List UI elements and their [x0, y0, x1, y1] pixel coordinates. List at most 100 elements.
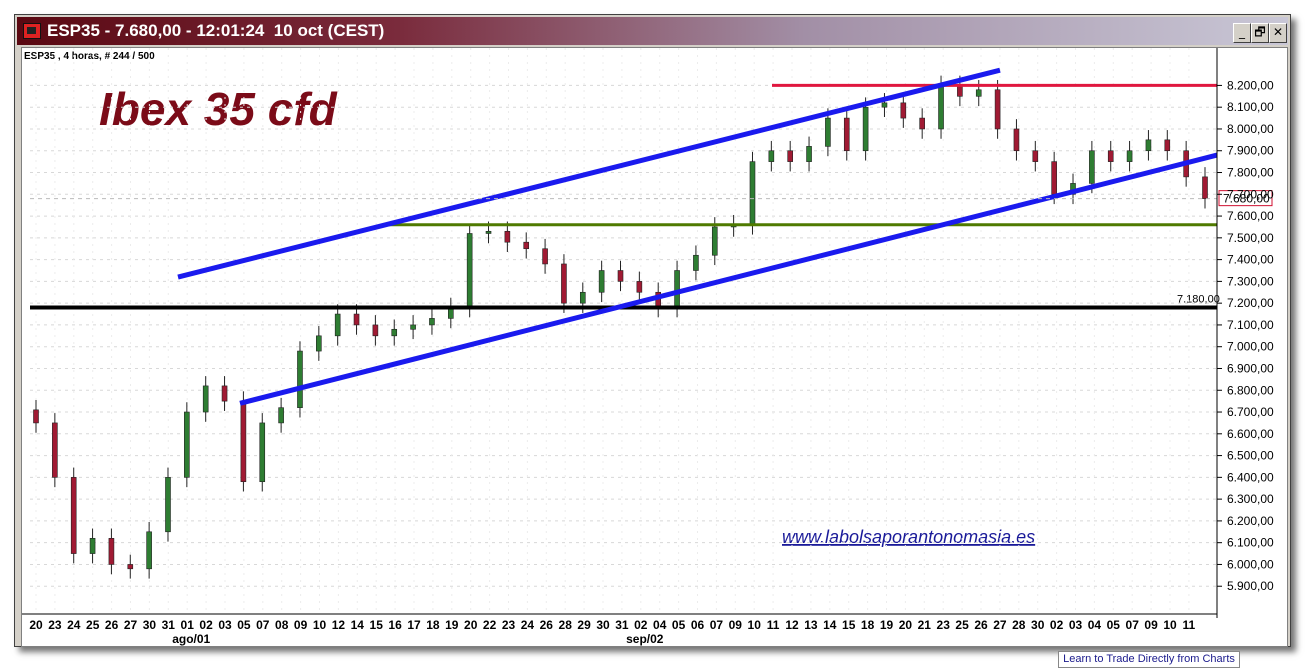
x-tick-label: 09	[294, 618, 308, 632]
x-tick-label: 26	[540, 618, 554, 632]
x-tick-label: 26	[105, 618, 119, 632]
candle-body	[1164, 139, 1171, 152]
candle-body	[617, 270, 624, 282]
candle-body	[240, 400, 247, 483]
x-tick-label: 16	[388, 618, 402, 632]
x-tick-label: 17	[407, 618, 421, 632]
x-tick-label: 10	[748, 618, 762, 632]
candle-body	[165, 477, 171, 533]
x-tick-label: 02	[634, 618, 648, 632]
candle-body	[334, 313, 341, 337]
candle-body	[202, 385, 209, 413]
candle-body	[127, 564, 134, 570]
chart-area[interactable]: ESP35 , 4 horas, # 244 / 500 Ibex 35 cfd…	[21, 47, 1288, 668]
candle-body	[975, 89, 982, 97]
candle-body	[316, 335, 322, 352]
candle-body	[768, 150, 775, 162]
candle-body	[711, 226, 718, 256]
y-tick-label: 7.300,00	[1227, 274, 1274, 288]
candle-body	[1107, 150, 1114, 162]
candle-body	[542, 248, 548, 265]
candle-body	[523, 241, 530, 250]
candle-body	[1202, 176, 1208, 199]
restore-button[interactable]: 🗗	[1251, 23, 1269, 43]
candle-body	[33, 409, 39, 424]
candle-body	[1145, 139, 1152, 152]
y-tick-label: 6.000,00	[1227, 557, 1274, 571]
candle-body	[994, 89, 1001, 130]
y-tick-label: 8.000,00	[1227, 122, 1274, 136]
y-tick-label: 7.000,00	[1227, 340, 1274, 354]
candle-body	[561, 263, 567, 304]
x-tick-label: 04	[1088, 618, 1102, 632]
candle-body	[466, 233, 473, 308]
last-price-label: 7.680,00	[1223, 192, 1270, 206]
y-tick-label: 7.600,00	[1227, 209, 1274, 223]
x-tick-label: 14	[823, 618, 837, 632]
y-tick-label: 7.500,00	[1227, 231, 1274, 245]
x-tick-label: 13	[804, 618, 818, 632]
x-tick-label: 12	[785, 618, 799, 632]
y-tick-label: 8.200,00	[1227, 78, 1274, 92]
x-tick-label: 21	[918, 618, 932, 632]
app-icon	[23, 23, 41, 39]
x-tick-label: 22	[483, 618, 497, 632]
x-tick-label: 30	[1031, 618, 1045, 632]
x-tick-label: 23	[502, 618, 516, 632]
y-tick-label: 7.400,00	[1227, 253, 1274, 267]
candle-body	[504, 231, 511, 243]
x-tick-label: 28	[1012, 618, 1026, 632]
candle-body	[636, 281, 643, 293]
y-tick-label: 7.100,00	[1227, 318, 1274, 332]
price-chart[interactable]: ESP35 , 4 horas, # 244 / 500 Ibex 35 cfd…	[22, 48, 1287, 646]
candle-body	[353, 313, 360, 326]
watermark-link[interactable]: www.labolsaporantonomasia.es	[782, 527, 1035, 547]
candle-body	[297, 350, 303, 408]
minimize-button[interactable]: _	[1233, 23, 1251, 43]
candle-body	[52, 422, 58, 478]
x-tick-label: 24	[67, 618, 81, 632]
y-tick-label: 6.600,00	[1227, 427, 1274, 441]
x-tick-label: 03	[1069, 618, 1083, 632]
title-bar[interactable]: ESP35 - 7.680,00 - 12:01:24 10 oct (CEST…	[17, 17, 1288, 45]
x-tick-label: 09	[1144, 618, 1158, 632]
x-tick-label: 28	[559, 618, 573, 632]
x-tick-label: 15	[842, 618, 856, 632]
header-info: ESP35 , 4 horas, # 244 / 500	[24, 51, 155, 62]
window-title: ESP35 - 7.680,00 - 12:01:24 10 oct (CEST…	[47, 21, 385, 40]
x-tick-label: 20	[29, 618, 43, 632]
candle-body	[429, 318, 435, 326]
x-tick-label: 23	[48, 618, 62, 632]
x-tick-label: 18	[861, 618, 875, 632]
candle-body	[1013, 128, 1020, 152]
x-tick-label: 06	[691, 618, 705, 632]
x-tick-label: 25	[955, 618, 969, 632]
x-tick-label: 05	[1107, 618, 1121, 632]
x-tick-label: 14	[351, 618, 365, 632]
candle-body	[674, 270, 680, 308]
candle-body	[146, 531, 152, 570]
x-tick-label: 31	[162, 618, 176, 632]
month-label: sep/02	[626, 632, 664, 646]
x-tick-label: 20	[464, 618, 478, 632]
y-tick-label: 7.700,00	[1227, 187, 1274, 201]
support-value-label: 7.180,00	[1177, 294, 1220, 306]
candle-body	[1089, 150, 1095, 184]
candle-body	[919, 117, 925, 130]
channel-upper-line	[177, 67, 1001, 280]
candle-body	[70, 477, 77, 554]
y-tick-label: 7.800,00	[1227, 166, 1274, 180]
candle-body	[410, 324, 416, 330]
y-tick-label: 7.900,00	[1227, 144, 1274, 158]
x-tick-label: 11	[767, 618, 780, 632]
x-tick-label: 01	[181, 618, 195, 632]
candle-body	[843, 117, 850, 152]
close-button[interactable]: ✕	[1269, 23, 1287, 43]
candle-body	[221, 385, 228, 402]
candle-body	[787, 150, 793, 162]
learn-to-trade-link[interactable]: Learn to Trade Directly from Charts	[1058, 651, 1240, 668]
y-tick-label: 6.700,00	[1227, 405, 1274, 419]
candle-body	[579, 291, 586, 304]
candle-body	[1051, 161, 1057, 195]
x-tick-label: 20	[899, 618, 913, 632]
